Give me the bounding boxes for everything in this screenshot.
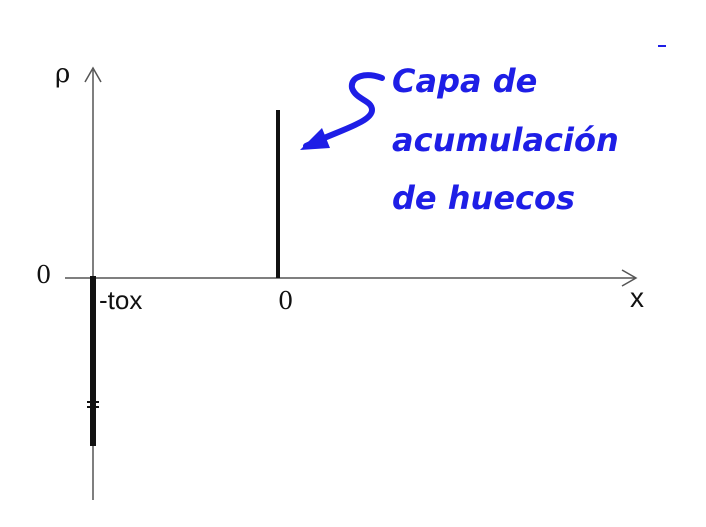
annotation-line-3: de huecos — [392, 179, 575, 217]
x-axis-label: x — [630, 282, 644, 313]
x-origin-label: 0 — [278, 287, 293, 315]
annotation-line-1: Capa de — [392, 62, 537, 100]
y-axis-arrowhead — [84, 66, 102, 83]
annotation-arrow-icon — [300, 72, 385, 150]
oxide-thickness-label: -tox — [99, 285, 142, 315]
annotation-line-2: acumulación — [392, 121, 619, 159]
y-axis-label: ρ — [55, 59, 70, 89]
y-origin-label: 0 — [36, 261, 51, 289]
x-axis-arrowhead — [621, 269, 638, 287]
